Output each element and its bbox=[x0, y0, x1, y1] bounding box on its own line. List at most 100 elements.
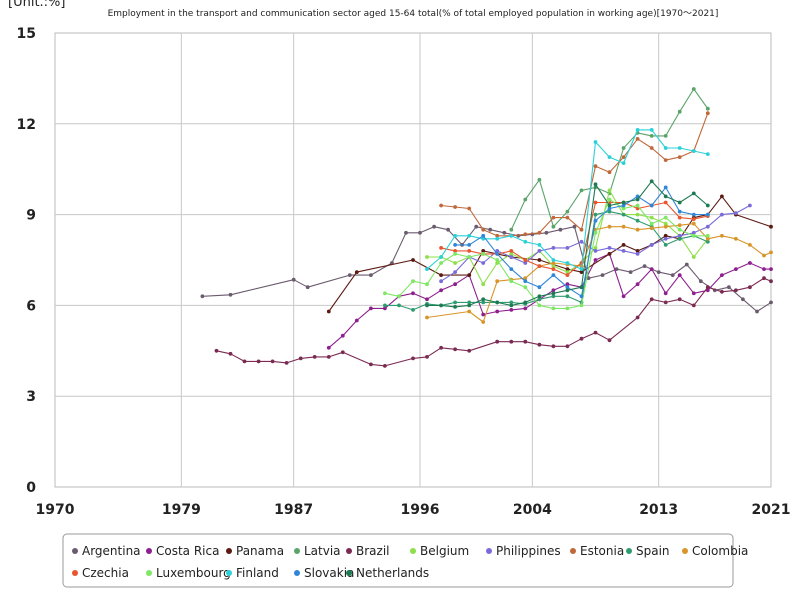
data-point bbox=[649, 179, 654, 184]
data-point bbox=[439, 279, 443, 284]
data-point bbox=[502, 230, 507, 235]
legend-item-philippines[interactable]: Philippines bbox=[486, 544, 561, 558]
legend-item-luxembourg[interactable]: Luxembourg bbox=[146, 566, 231, 580]
data-point bbox=[663, 158, 668, 163]
data-point bbox=[677, 273, 682, 277]
data-point bbox=[509, 279, 514, 284]
legend-label: Philippines bbox=[496, 544, 561, 558]
data-point bbox=[467, 249, 472, 253]
legend-item-czechia[interactable]: Czechia bbox=[72, 566, 129, 580]
legend-marker bbox=[294, 570, 300, 576]
data-point bbox=[663, 221, 668, 226]
data-point bbox=[467, 300, 472, 305]
legend-marker bbox=[346, 570, 352, 576]
data-point bbox=[705, 212, 710, 217]
data-point bbox=[635, 218, 640, 223]
data-point bbox=[607, 188, 612, 193]
data-point bbox=[593, 212, 598, 217]
data-point bbox=[621, 294, 626, 299]
data-point bbox=[418, 230, 422, 235]
legend-item-estonia[interactable]: Estonia bbox=[570, 544, 624, 558]
data-point bbox=[383, 291, 387, 296]
data-point bbox=[677, 155, 682, 160]
data-point bbox=[691, 255, 696, 259]
data-point bbox=[677, 146, 682, 150]
data-point bbox=[495, 236, 500, 241]
y-axis-unit-label: [Unit.:%] bbox=[8, 0, 65, 10]
data-point bbox=[621, 200, 626, 205]
data-point bbox=[579, 239, 584, 244]
data-point bbox=[649, 203, 654, 208]
data-point bbox=[691, 221, 696, 226]
legend-label: Finland bbox=[236, 566, 279, 580]
data-point bbox=[628, 270, 633, 274]
data-point bbox=[607, 224, 612, 229]
series-brazil bbox=[214, 276, 773, 368]
data-point bbox=[481, 233, 486, 238]
data-point bbox=[705, 285, 710, 290]
legend-item-brazil[interactable]: Brazil bbox=[346, 544, 390, 558]
data-point bbox=[347, 273, 352, 277]
legend-item-colombia[interactable]: Colombia bbox=[682, 544, 748, 558]
data-point bbox=[453, 270, 457, 274]
legend-marker bbox=[146, 548, 152, 554]
data-point bbox=[537, 285, 542, 290]
legend-item-finland[interactable]: Finland bbox=[226, 566, 279, 580]
legend-item-belgium[interactable]: Belgium bbox=[410, 544, 469, 558]
data-point bbox=[635, 137, 640, 141]
data-point bbox=[228, 351, 233, 356]
data-point bbox=[663, 134, 668, 138]
data-point bbox=[727, 285, 731, 290]
data-point bbox=[565, 285, 570, 290]
data-point bbox=[593, 164, 598, 169]
data-point bbox=[481, 282, 486, 287]
legend-item-netherlands[interactable]: Netherlands bbox=[346, 566, 429, 580]
data-point bbox=[663, 224, 668, 229]
data-point bbox=[593, 182, 598, 187]
data-point bbox=[509, 255, 514, 259]
legend-item-panama[interactable]: Panama bbox=[226, 544, 284, 558]
data-point bbox=[635, 252, 640, 256]
data-point bbox=[537, 230, 542, 235]
data-point bbox=[663, 291, 668, 296]
data-point bbox=[663, 236, 668, 241]
data-point bbox=[305, 285, 310, 290]
data-point bbox=[621, 224, 626, 229]
data-point bbox=[635, 194, 640, 199]
data-point bbox=[691, 149, 696, 153]
legend-label: Netherlands bbox=[356, 566, 429, 580]
data-point bbox=[551, 264, 556, 268]
data-point bbox=[453, 305, 457, 309]
data-point bbox=[551, 291, 556, 296]
data-point bbox=[684, 262, 689, 267]
data-point bbox=[537, 264, 542, 268]
data-point bbox=[495, 279, 500, 284]
legend-item-latvia[interactable]: Latvia bbox=[294, 544, 341, 558]
data-point bbox=[762, 253, 766, 258]
legend-item-argentina[interactable]: Argentina bbox=[72, 544, 141, 558]
data-point bbox=[720, 289, 724, 294]
data-point bbox=[411, 279, 415, 284]
data-point bbox=[523, 261, 528, 265]
data-point bbox=[565, 215, 570, 220]
data-point bbox=[425, 315, 429, 320]
data-point bbox=[635, 282, 640, 287]
data-point bbox=[705, 111, 710, 116]
legend-item-costa-rica[interactable]: Costa Rica bbox=[146, 544, 219, 558]
data-point bbox=[607, 252, 612, 256]
data-point bbox=[509, 227, 514, 232]
data-point bbox=[523, 300, 528, 305]
legend-marker bbox=[570, 548, 576, 554]
data-point bbox=[705, 239, 710, 244]
data-point bbox=[509, 267, 514, 271]
data-point bbox=[621, 146, 626, 150]
data-point bbox=[565, 282, 570, 287]
legend-item-slovakia[interactable]: Slovakia bbox=[294, 566, 354, 580]
data-point bbox=[663, 200, 668, 205]
data-point bbox=[551, 288, 556, 293]
data-point bbox=[649, 127, 654, 132]
data-point bbox=[411, 356, 415, 361]
data-point bbox=[242, 359, 247, 364]
series-finland bbox=[425, 127, 710, 271]
legend-item-spain[interactable]: Spain bbox=[626, 544, 670, 558]
